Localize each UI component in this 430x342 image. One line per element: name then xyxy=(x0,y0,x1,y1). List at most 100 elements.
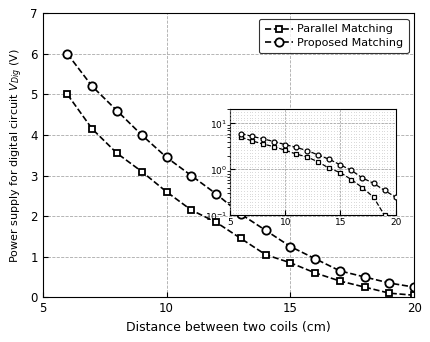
Point xyxy=(347,180,354,186)
Point xyxy=(230,150,236,156)
Point xyxy=(319,194,326,199)
Point xyxy=(227,169,233,175)
Point xyxy=(339,199,346,205)
Proposed Matching xyxy=(387,281,392,285)
Point xyxy=(289,172,295,177)
Point xyxy=(266,199,273,205)
Point xyxy=(308,139,315,145)
Point xyxy=(325,172,332,177)
Point xyxy=(367,120,374,126)
Point xyxy=(291,169,298,175)
Point xyxy=(367,194,374,199)
Point xyxy=(370,123,377,129)
Point xyxy=(336,191,343,196)
Point xyxy=(387,186,393,191)
Point xyxy=(319,199,326,205)
Point xyxy=(266,126,273,131)
Point xyxy=(336,158,343,164)
Point xyxy=(300,186,307,191)
Point xyxy=(274,112,281,118)
Point xyxy=(274,126,281,131)
Point xyxy=(308,207,315,213)
Point xyxy=(246,210,253,215)
Point xyxy=(269,120,276,126)
Point xyxy=(305,145,312,150)
Point xyxy=(300,153,307,158)
Point xyxy=(235,213,242,218)
Point xyxy=(344,150,351,156)
Point xyxy=(353,153,360,158)
Point xyxy=(353,169,360,175)
Point xyxy=(330,210,337,215)
Point xyxy=(280,109,287,115)
Point xyxy=(280,207,287,213)
Point xyxy=(289,156,295,161)
Proposed Matching xyxy=(65,52,70,56)
Point xyxy=(274,199,281,205)
Point xyxy=(280,177,287,183)
Point xyxy=(353,213,360,218)
Point xyxy=(277,115,284,120)
Point xyxy=(232,107,239,112)
Point xyxy=(232,210,239,215)
Point xyxy=(350,161,357,167)
Point xyxy=(372,180,379,186)
Point xyxy=(305,129,312,134)
Point xyxy=(260,115,267,120)
Point xyxy=(389,177,396,183)
Point xyxy=(249,145,256,150)
Point xyxy=(359,118,366,123)
Point xyxy=(263,188,270,194)
Point xyxy=(252,207,259,213)
Point xyxy=(353,186,360,191)
Point xyxy=(347,186,354,191)
Point xyxy=(342,153,349,158)
Point xyxy=(316,147,323,153)
Point xyxy=(260,210,267,215)
Point xyxy=(370,120,377,126)
Point xyxy=(300,134,307,139)
Point xyxy=(392,199,399,205)
Point xyxy=(328,164,335,169)
Point xyxy=(322,115,329,120)
Point xyxy=(392,196,399,202)
Point xyxy=(238,183,245,188)
Point xyxy=(269,123,276,129)
Point xyxy=(294,112,301,118)
Point xyxy=(227,126,233,131)
Point xyxy=(353,147,360,153)
Point xyxy=(381,145,388,150)
Point xyxy=(319,177,326,183)
Point xyxy=(305,115,312,120)
Point xyxy=(300,142,307,147)
Point xyxy=(243,188,250,194)
Point xyxy=(227,123,233,129)
Proposed Matching xyxy=(89,84,95,88)
Point xyxy=(316,142,323,147)
Point xyxy=(384,109,390,115)
Point xyxy=(328,158,335,164)
Point xyxy=(328,115,335,120)
Point xyxy=(271,167,278,172)
Point xyxy=(359,134,366,139)
Point xyxy=(364,136,371,142)
Point xyxy=(336,177,343,183)
Point xyxy=(252,131,259,137)
Point xyxy=(286,147,292,153)
Point xyxy=(294,123,301,129)
Point xyxy=(274,169,281,175)
Point xyxy=(381,158,388,164)
Point xyxy=(274,150,281,156)
Point xyxy=(313,156,320,161)
Point xyxy=(241,120,248,126)
Point xyxy=(356,194,362,199)
Point xyxy=(297,136,304,142)
Point xyxy=(291,126,298,131)
Point xyxy=(359,120,366,126)
Point xyxy=(277,199,284,205)
Point xyxy=(255,199,261,205)
Parallel Matching xyxy=(313,271,318,275)
Point xyxy=(325,175,332,180)
Point xyxy=(311,207,318,213)
Point xyxy=(344,123,351,129)
